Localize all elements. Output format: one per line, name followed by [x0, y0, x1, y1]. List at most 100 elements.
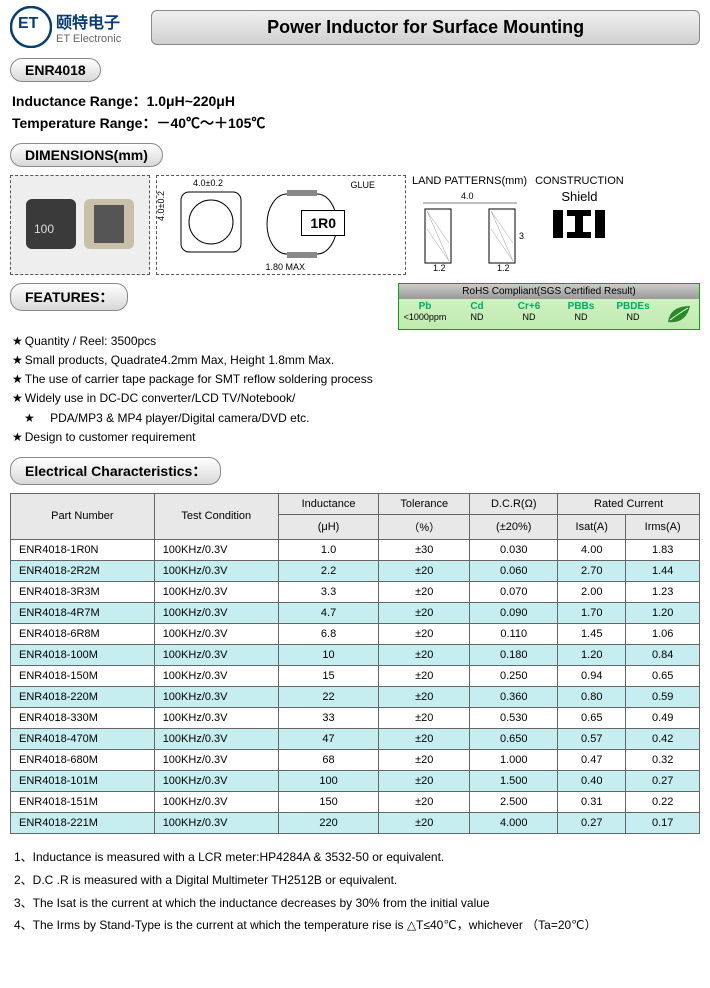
note-line: 4、The Irms by Stand-Type is the current … — [14, 914, 696, 937]
th-test-condition: Test Condition — [154, 493, 278, 539]
table-cell: ±20 — [379, 581, 470, 602]
feature-item: The use of carrier tape package for SMT … — [12, 370, 698, 389]
table-cell: 33 — [278, 707, 378, 728]
logo: ET 颐特电子 ET Electronic — [10, 6, 121, 48]
table-cell: 2.500 — [470, 791, 558, 812]
table-cell: 0.27 — [626, 770, 700, 791]
table-cell: 2.00 — [558, 581, 626, 602]
inductor-marking: 1R0 — [301, 210, 345, 236]
table-cell: ENR4018-101M — [11, 770, 155, 791]
table-cell: 10 — [278, 644, 378, 665]
land-pattern-block: LAND PATTERNS(mm) 4.0 3.7 1.2 1.2 — [412, 175, 527, 273]
table-row: ENR4018-221M100KHz/0.3V220±204.0000.270.… — [11, 812, 700, 833]
table-cell: 1.23 — [626, 581, 700, 602]
table-cell: ±20 — [379, 686, 470, 707]
table-cell: 0.57 — [558, 728, 626, 749]
temp-value: －40℃～＋105℃ — [156, 115, 265, 131]
table-cell: ENR4018-6R8M — [11, 623, 155, 644]
table-cell: 0.84 — [626, 644, 700, 665]
table-row: ENR4018-4R7M100KHz/0.3V4.7±200.0901.701.… — [11, 602, 700, 623]
table-cell: ±20 — [379, 602, 470, 623]
inductance-value: 1.0μH~220μH — [147, 93, 235, 109]
table-cell: ENR4018-221M — [11, 812, 155, 833]
table-cell: ±20 — [379, 623, 470, 644]
product-photo: 100 — [10, 175, 150, 275]
logo-cn-text: 颐特电子 — [56, 9, 121, 33]
land-title: LAND PATTERNS(mm) — [412, 175, 527, 187]
feature-item: Widely use in DC-DC converter/LCD TV/Not… — [12, 389, 698, 408]
table-cell: 100KHz/0.3V — [154, 560, 278, 581]
table-cell: 0.17 — [626, 812, 700, 833]
table-cell: ±20 — [379, 665, 470, 686]
table-cell: ENR4018-151M — [11, 791, 155, 812]
electrical-characteristics-table: Part Number Test Condition Inductance To… — [10, 493, 700, 834]
table-row: ENR4018-150M100KHz/0.3V15±200.2500.940.6… — [11, 665, 700, 686]
table-cell: ±20 — [379, 812, 470, 833]
table-row: ENR4018-220M100KHz/0.3V22±200.3600.800.5… — [11, 686, 700, 707]
table-cell: ENR4018-470M — [11, 728, 155, 749]
feature-item: Quantity / Reel: 3500pcs — [12, 332, 698, 351]
table-cell: 0.250 — [470, 665, 558, 686]
dimensions-heading: DIMENSIONS(mm) — [10, 143, 163, 167]
table-cell: 0.59 — [626, 686, 700, 707]
note-line: 2、D.C .R is measured with a Digital Mult… — [14, 869, 696, 892]
table-cell: ±20 — [379, 728, 470, 749]
th-tolerance: Tolerance — [379, 493, 470, 514]
table-cell: 15 — [278, 665, 378, 686]
table-cell: 100KHz/0.3V — [154, 644, 278, 665]
table-cell: ±20 — [379, 770, 470, 791]
table-cell: 1.20 — [558, 644, 626, 665]
table-cell: 68 — [278, 749, 378, 770]
table-cell: 100KHz/0.3V — [154, 728, 278, 749]
table-cell: 0.32 — [626, 749, 700, 770]
table-row: ENR4018-1R0N100KHz/0.3V1.0±300.0304.001.… — [11, 539, 700, 560]
table-cell: 0.180 — [470, 644, 558, 665]
inductance-range-line: Inductance Range：1.0μH~220μH — [12, 90, 698, 112]
th-dcr-unit: (±20%) — [470, 514, 558, 539]
table-cell: 0.060 — [470, 560, 558, 581]
table-cell: 100KHz/0.3V — [154, 665, 278, 686]
table-cell: 100KHz/0.3V — [154, 749, 278, 770]
table-cell: 0.94 — [558, 665, 626, 686]
shield-icon — [549, 204, 609, 244]
table-cell: 0.80 — [558, 686, 626, 707]
table-cell: 100KHz/0.3V — [154, 602, 278, 623]
th-isat: Isat(A) — [558, 514, 626, 539]
table-cell: 0.65 — [626, 665, 700, 686]
rohs-item: CdND — [451, 299, 503, 329]
table-cell: 1.44 — [626, 560, 700, 581]
table-cell: 0.030 — [470, 539, 558, 560]
inductance-label: Inductance Range： — [12, 93, 147, 109]
table-cell: ENR4018-4R7M — [11, 602, 155, 623]
table-cell: 4.7 — [278, 602, 378, 623]
th-rated-current: Rated Current — [558, 493, 700, 514]
table-cell: ±20 — [379, 707, 470, 728]
note-line: 3、The Isat is the current at which the i… — [14, 892, 696, 915]
table-cell: 3.3 — [278, 581, 378, 602]
table-cell: ENR4018-100M — [11, 644, 155, 665]
svg-text:100: 100 — [34, 222, 54, 236]
table-cell: 6.8 — [278, 623, 378, 644]
electrical-characteristics-heading: Electrical Characteristics： — [10, 457, 221, 485]
part-series-label: ENR4018 — [10, 58, 101, 82]
table-cell: 1.20 — [626, 602, 700, 623]
features-list: Quantity / Reel: 3500pcsSmall products, … — [0, 330, 710, 453]
table-cell: 220 — [278, 812, 378, 833]
table-cell: 100 — [278, 770, 378, 791]
table-cell: 0.530 — [470, 707, 558, 728]
rohs-item: Cr+6ND — [503, 299, 555, 329]
table-cell: 1.83 — [626, 539, 700, 560]
table-cell: 0.42 — [626, 728, 700, 749]
svg-text:1.2: 1.2 — [433, 263, 446, 273]
svg-text:1.2: 1.2 — [497, 263, 510, 273]
th-part-number: Part Number — [11, 493, 155, 539]
table-cell: 1.45 — [558, 623, 626, 644]
table-cell: 0.31 — [558, 791, 626, 812]
table-cell: ±30 — [379, 539, 470, 560]
feature-item-sub: PDA/MP3 & MP4 player/Digital camera/DVD … — [12, 409, 698, 428]
table-row: ENR4018-3R3M100KHz/0.3V3.3±200.0702.001.… — [11, 581, 700, 602]
notes-block: 1、Inductance is measured with a LCR mete… — [0, 838, 710, 945]
table-cell: ENR4018-330M — [11, 707, 155, 728]
table-row: ENR4018-6R8M100KHz/0.3V6.8±200.1101.451.… — [11, 623, 700, 644]
table-cell: 1.500 — [470, 770, 558, 791]
